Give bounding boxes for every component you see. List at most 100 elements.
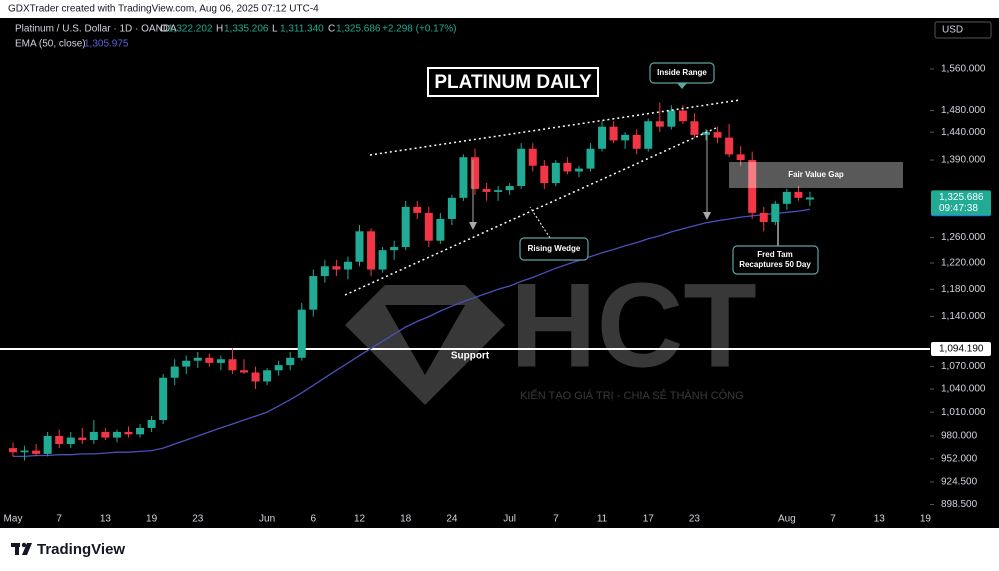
ohlc-value: 1,311.340 — [280, 24, 324, 35]
ohlc-value: 1,325.686 — [336, 24, 381, 35]
candle-body — [644, 121, 653, 149]
candle-body — [66, 437, 75, 445]
price-tag — [931, 341, 991, 356]
candle-body — [20, 450, 29, 453]
candle-body — [101, 431, 110, 438]
candle-body — [332, 266, 341, 270]
logo-shape — [21, 542, 27, 548]
candle-body — [794, 191, 803, 198]
x-tick-label: 7 — [56, 514, 62, 525]
x-tick-label: 7 — [830, 514, 836, 525]
indicator-name: EMA (50, close) — [15, 39, 86, 50]
candle-body — [482, 188, 491, 192]
annotation: Fair Value Gap — [788, 170, 844, 179]
candle-body — [390, 247, 399, 251]
candle-body — [782, 191, 791, 204]
candle-body — [343, 261, 352, 270]
candle-body — [736, 154, 745, 161]
candle-body — [182, 360, 191, 367]
indicator-value: 1,305.975 — [84, 39, 129, 50]
x-tick-label: 13 — [100, 514, 112, 525]
candle-body — [193, 357, 202, 361]
support-label: Support — [451, 351, 490, 362]
ohlc-legend: O 1,322.202 H 1,335.206 L 1,311.340 C 1,325.686… — [160, 24, 457, 35]
watermark-logo — [345, 285, 505, 405]
candle-body — [621, 134, 630, 141]
candle-body — [748, 160, 757, 213]
y-tick-label: 1,140.000 — [941, 311, 986, 322]
y-tick-label: 1,180.000 — [941, 284, 986, 295]
candle-body — [136, 427, 145, 435]
candle-body — [78, 437, 87, 440]
price-tag — [931, 190, 991, 216]
candle-body — [367, 231, 376, 270]
candle-body — [32, 450, 41, 454]
candle-body — [251, 372, 260, 382]
ohlc-value: 1,322.202 — [168, 24, 213, 35]
candle-body — [667, 110, 676, 127]
x-tick-label: 23 — [192, 514, 204, 525]
watermark-text: HCT — [510, 259, 757, 393]
footer-bar — [0, 528, 999, 571]
top-bar — [0, 0, 999, 18]
candle-body — [436, 218, 445, 241]
candle-body — [771, 203, 780, 223]
currency[interactable]: USD — [942, 25, 963, 36]
x-tick-label: 12 — [354, 514, 366, 525]
y-tick-label: 1,040.000 — [941, 384, 986, 395]
candle-body — [517, 148, 526, 187]
candle-body — [413, 206, 422, 213]
x-tick-label: 18 — [400, 514, 412, 525]
ohlc-change: +2.298 (+0.17%) — [382, 24, 457, 35]
candle-body — [297, 309, 306, 358]
x-tick-label: 13 — [874, 514, 886, 525]
y-tick-label: 1,440.000 — [941, 127, 986, 138]
logo-shape — [22, 543, 32, 555]
candle-body — [505, 186, 514, 191]
y-tick-label: 1,220.000 — [941, 258, 986, 269]
y-tick-label: 952.000 — [941, 453, 978, 464]
candle-body — [678, 110, 687, 122]
currency-box[interactable] — [934, 21, 992, 39]
tradingview-logo: TradingView — [11, 541, 125, 558]
candle-body — [494, 190, 503, 192]
annotation: Fred Tam — [757, 250, 792, 259]
candle-body — [9, 448, 17, 453]
x-tick-label: 6 — [311, 514, 317, 525]
candle-body — [632, 134, 641, 149]
candle-body — [713, 132, 722, 138]
fair-value-gap-zone — [729, 162, 903, 188]
ohlc-key: C — [328, 24, 335, 35]
candle-body — [355, 231, 364, 262]
candle-body — [170, 366, 179, 378]
candle-body — [690, 121, 699, 135]
ohlc-key: H — [216, 24, 223, 35]
x-tick-label: Jul — [503, 514, 516, 525]
watermark: HCT KIẾN TẠO GIÁ TRỊ - CHIA SẺ THÀNH CÔN… — [345, 259, 757, 405]
candle-body — [528, 148, 537, 166]
chart-title: PLATINUM DAILY — [434, 72, 592, 93]
candle-body — [447, 197, 456, 219]
candle-body — [655, 121, 664, 127]
candle-body — [551, 162, 560, 184]
ohlc-value: 1,335.206 — [224, 24, 269, 35]
candle-body — [309, 276, 318, 310]
candle-body — [424, 212, 433, 241]
y-tick-label: 1,070.000 — [941, 361, 986, 372]
ohlc-key: O — [160, 24, 168, 35]
price-tag-label: 09:47:38 — [939, 203, 978, 214]
symbol: Platinum / U.S. Dollar · 1D · OANDA — [15, 24, 177, 35]
candle-body — [147, 420, 156, 428]
candle-body — [55, 435, 64, 445]
candle-body — [702, 132, 710, 135]
candle-body — [574, 168, 583, 172]
x-tick-label: 7 — [553, 514, 559, 525]
candle-body — [609, 126, 618, 141]
candle-body — [216, 359, 225, 363]
candle-body — [43, 435, 52, 454]
candle-body — [563, 162, 572, 172]
price-tag-label: 1,325.686 — [939, 192, 984, 203]
candle-body — [240, 370, 248, 373]
candle-body — [320, 266, 329, 277]
